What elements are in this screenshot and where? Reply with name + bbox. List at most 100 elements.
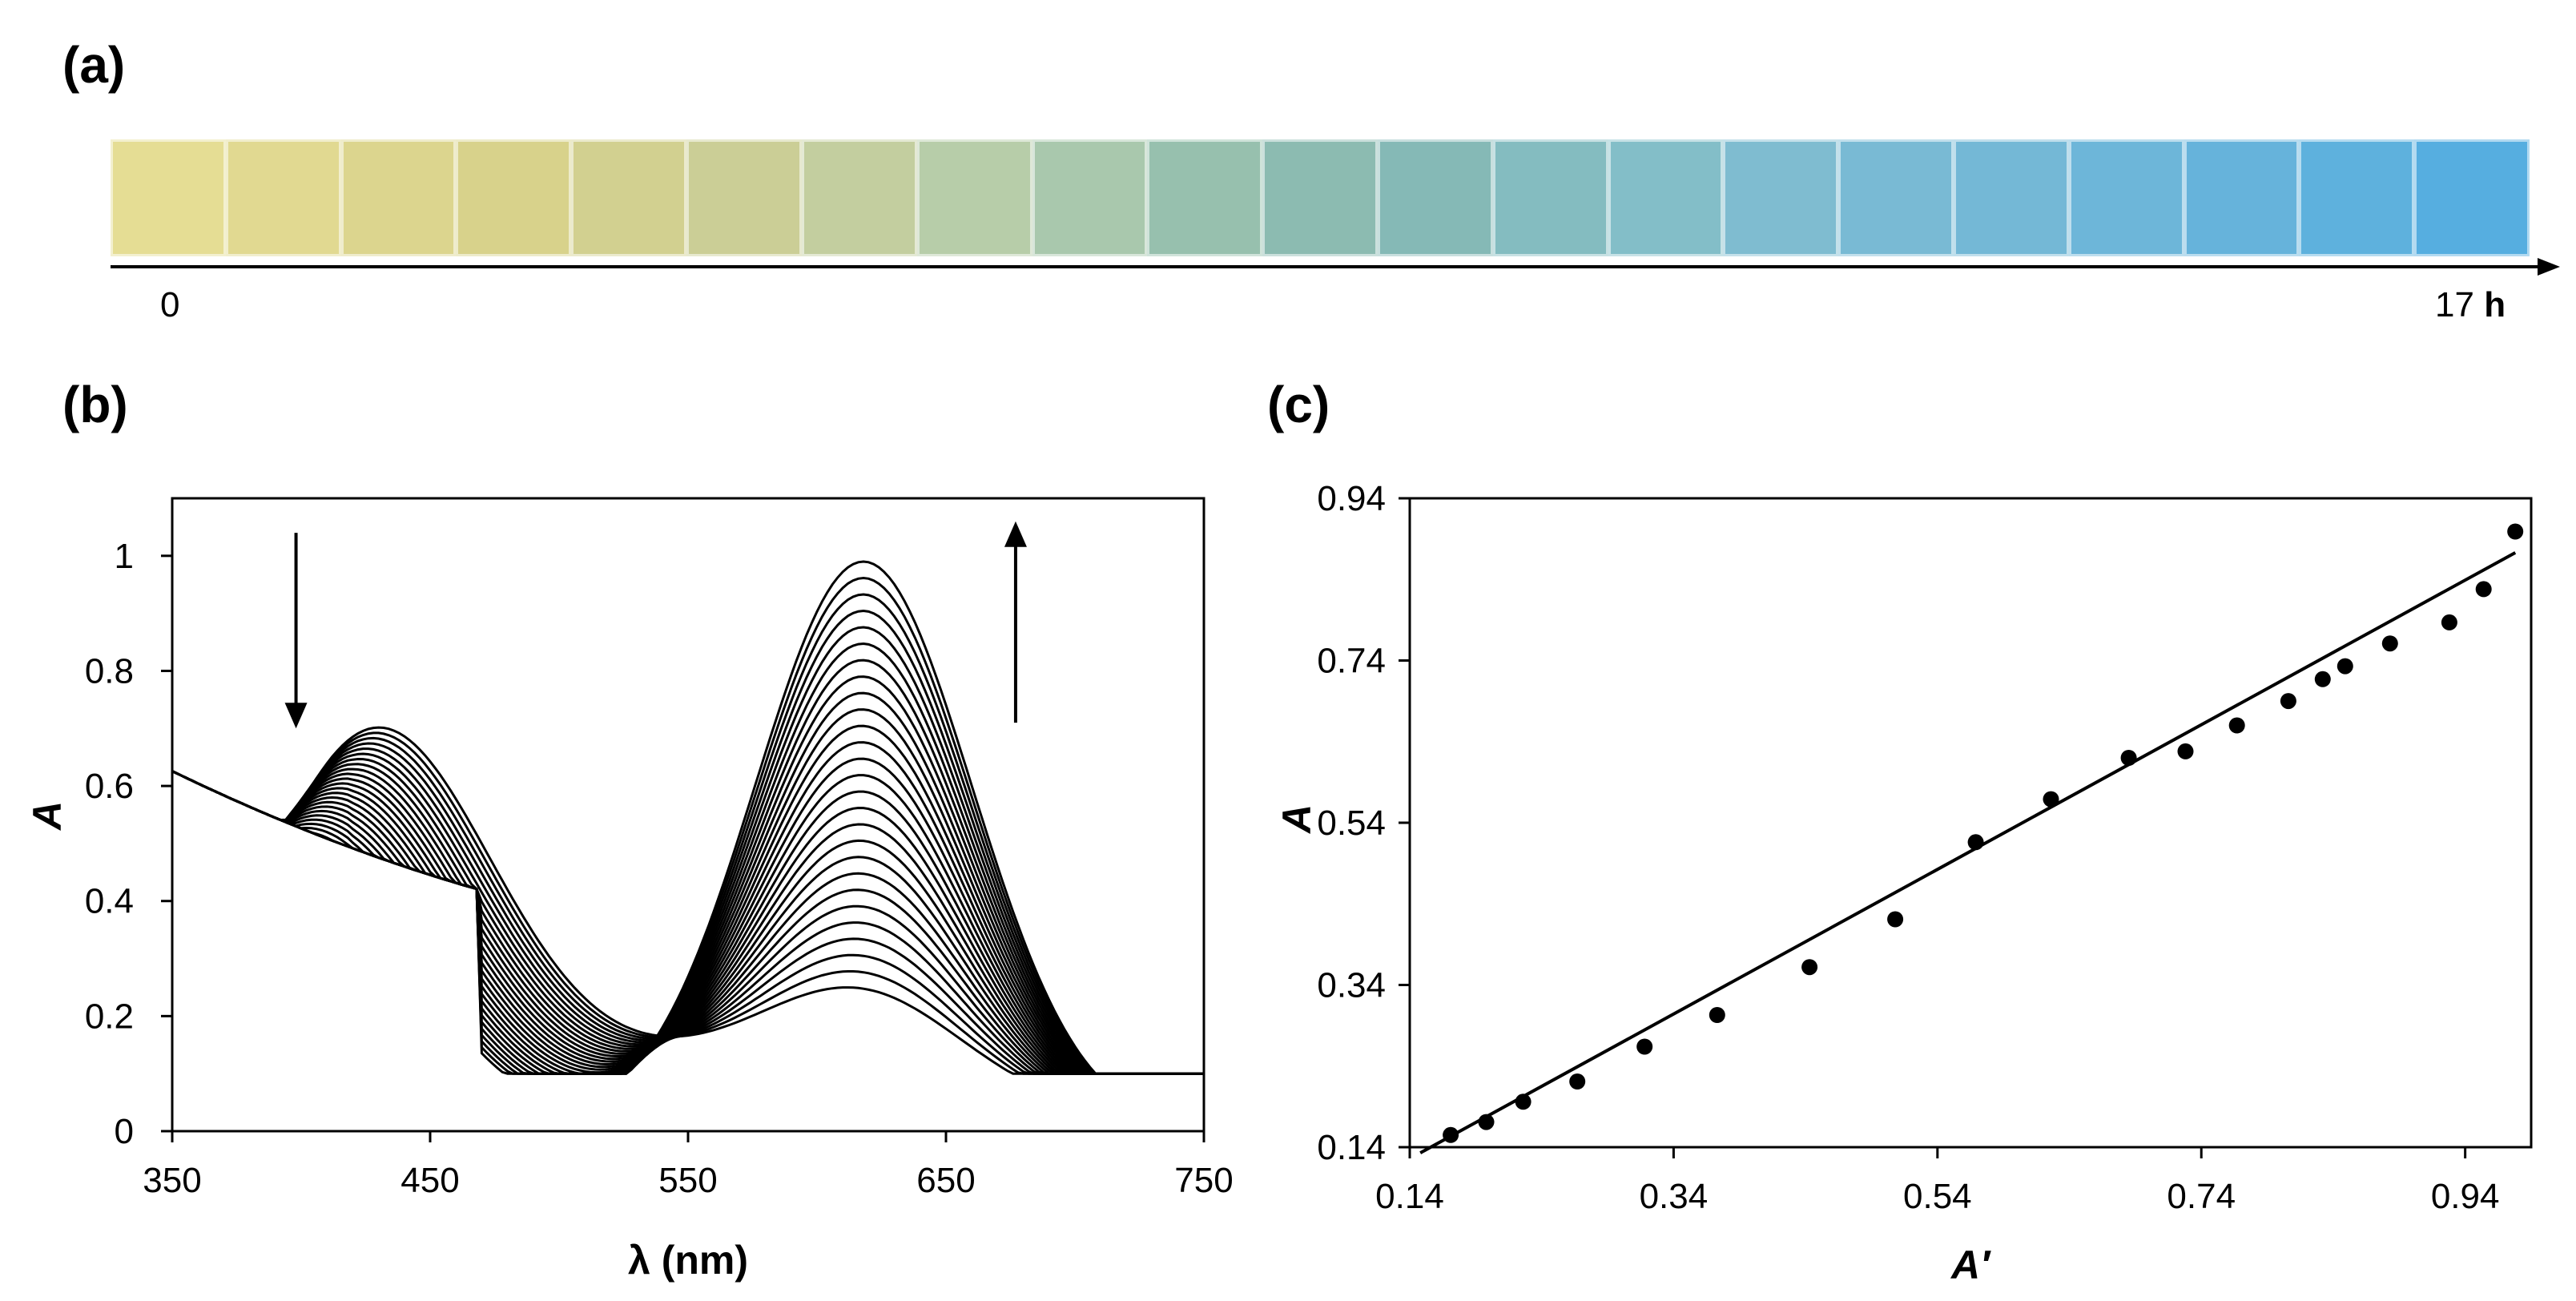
scatter-point-16 (2381, 635, 2398, 652)
scatter-point-15 (2337, 658, 2353, 675)
color-swatch-strip (111, 139, 2530, 256)
panel-c-label: (c) (1267, 376, 1330, 433)
spectrum-curve-11 (171, 770, 1204, 1075)
fit-line (1419, 551, 2517, 1154)
color-swatch-10 (1262, 139, 1378, 256)
scatter-point-19 (2507, 523, 2524, 540)
color-swatch-15 (1838, 139, 1954, 256)
scatter-point-17 (2441, 614, 2457, 630)
spectra-x-axis-label: λ (nm) (628, 1238, 748, 1283)
color-swatch-4 (571, 139, 687, 256)
scatter-point-6 (1801, 959, 1818, 976)
calibration-y-tick-label-2: 0.54 (1317, 804, 1386, 843)
scatter-point-8 (1967, 834, 1984, 851)
spectrum-curve-20 (171, 659, 1204, 1075)
color-swatch-2 (340, 139, 457, 256)
color-swatch-13 (1608, 139, 1724, 256)
spectra-arrows (284, 521, 1027, 729)
scatter-point-5 (1709, 1007, 1725, 1023)
calibration-ticks: 0.14 0.34 0.54 0.74 0.94 0.14 0.34 0.54 0.74 0.94 (1317, 479, 2499, 1216)
panel-a-label: (a) (62, 36, 126, 94)
spectrum-curve-10 (171, 770, 1204, 1075)
calibration-x-tick-label-4: 0.94 (2431, 1177, 2500, 1216)
color-swatch-17 (2068, 139, 2184, 256)
spectra-y-tick-label-0: 0 (115, 1112, 134, 1151)
spectrum-curve-12 (171, 770, 1204, 1075)
spectrum-curve-18 (171, 691, 1204, 1075)
color-swatch-19 (2299, 139, 2415, 256)
scatter-point-7 (1887, 911, 1904, 928)
spectrum-curve-19 (171, 675, 1204, 1075)
color-swatch-12 (1492, 139, 1608, 256)
spectrum-curve-26 (171, 560, 1204, 1075)
calibration-y-tick-label-1: 0.34 (1317, 966, 1386, 1005)
calibration-x-tick-label-0: 0.14 (1375, 1177, 1444, 1216)
scatter-point-12 (2228, 717, 2245, 734)
spectrum-curve-17 (171, 708, 1204, 1075)
scatter-point-0 (1443, 1126, 1459, 1143)
scatter-point-14 (2314, 671, 2331, 687)
spectrum-curve-16 (171, 724, 1204, 1075)
scatter-point-1 (1478, 1114, 1495, 1130)
color-swatch-1 (225, 139, 341, 256)
spectrum-curve-21 (171, 642, 1204, 1075)
color-swatch-6 (801, 139, 917, 256)
scatter-point-3 (1569, 1073, 1586, 1090)
spectrum-curve-6 (171, 757, 1204, 1075)
spectra-y-tick-label-4: 0.8 (85, 651, 134, 691)
color-swatch-7 (916, 139, 1032, 256)
spectra-x-tick-label-3: 650 (916, 1161, 975, 1200)
time-end-unit: h (2484, 285, 2506, 324)
scatter-point-13 (2280, 693, 2296, 710)
spectra-y-tick-label-3: 0.6 (85, 767, 134, 806)
color-swatch-0 (111, 139, 226, 256)
spectra-x-tick-label-2: 550 (658, 1161, 717, 1200)
time-start-label: 0 (160, 285, 180, 324)
color-swatch-20 (2414, 139, 2530, 256)
spectra-y-tick-label-5: 1 (115, 537, 134, 576)
scatter-point-11 (2177, 743, 2194, 759)
spectra-arrow-head-0 (284, 703, 308, 729)
panel-b-label: (b) (62, 376, 128, 433)
spectra-y-tick-label-1: 0.2 (85, 997, 134, 1036)
calibration-y-tick-label-0: 0.14 (1317, 1128, 1386, 1167)
color-swatch-16 (1954, 139, 2069, 256)
color-swatch-8 (1032, 139, 1148, 256)
color-swatch-14 (1723, 139, 1839, 256)
color-swatch-5 (686, 139, 802, 256)
scatter-points (1443, 523, 2524, 1143)
scatter-point-2 (1515, 1094, 1532, 1110)
time-end-label: 17 h (2435, 285, 2506, 325)
spectra-curves (171, 560, 1204, 1075)
spectrum-curve-15 (171, 741, 1204, 1075)
calibration-x-tick-label-2: 0.54 (1903, 1177, 1972, 1216)
spectra-arrow-head-1 (1004, 521, 1027, 547)
spectra-x-tick-label-4: 750 (1174, 1161, 1233, 1200)
scatter-point-10 (2120, 750, 2137, 766)
calibration-y-tick-label-4: 0.94 (1317, 479, 1386, 518)
calibration-y-axis-label: A (1274, 804, 1319, 835)
calibration-x-tick-label-1: 0.34 (1640, 1177, 1709, 1216)
spectra-y-axis-label: A (25, 801, 70, 832)
calibration-y-tick-label-3: 0.74 (1317, 642, 1386, 681)
color-swatch-18 (2184, 139, 2300, 256)
scatter-point-4 (1636, 1038, 1653, 1055)
spectrum-curve-7 (171, 763, 1204, 1075)
spectrum-curve-9 (171, 770, 1204, 1075)
color-swatch-11 (1377, 139, 1493, 256)
spectra-x-tick-label-0: 350 (143, 1161, 201, 1200)
time-end-value: 17 (2435, 285, 2474, 324)
calibration-x-tick-label-3: 0.74 (2167, 1177, 2236, 1216)
calibration-x-axis-label: A′ (1950, 1243, 1991, 1287)
spectrum-curve-13 (171, 770, 1204, 1075)
calibration-plot-frame (1408, 497, 2533, 1149)
spectrum-curve-8 (171, 767, 1204, 1075)
spectra-x-tick-label-1: 450 (400, 1161, 459, 1200)
spectra-y-tick-label-2: 0.4 (85, 882, 134, 921)
color-swatch-3 (456, 139, 572, 256)
spectrum-curve-14 (171, 757, 1204, 1075)
scatter-point-9 (2043, 791, 2059, 808)
color-swatch-9 (1147, 139, 1263, 256)
